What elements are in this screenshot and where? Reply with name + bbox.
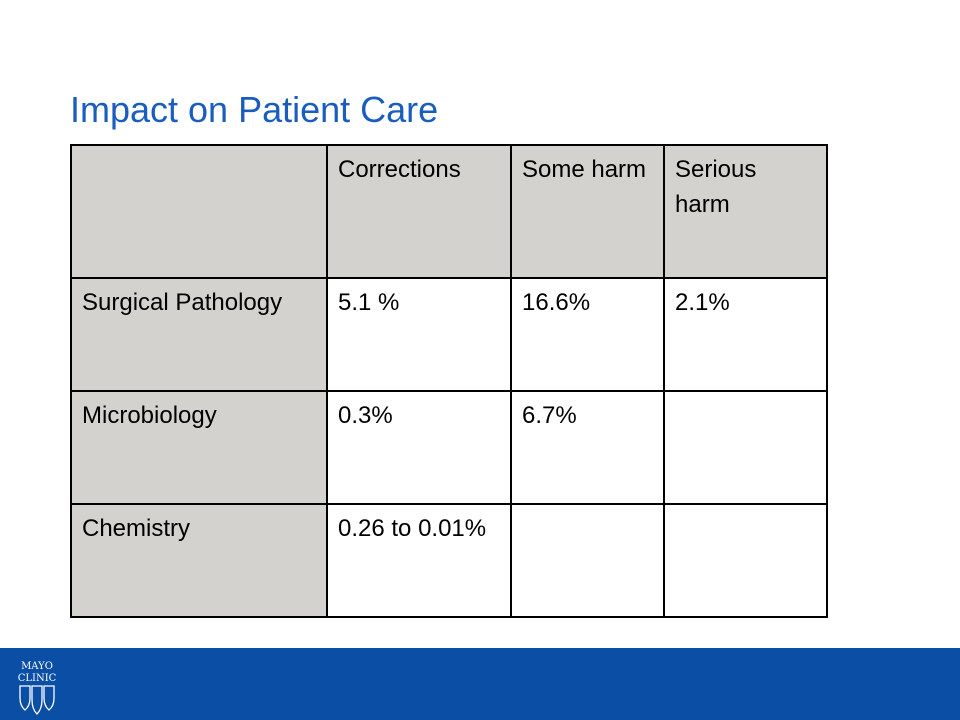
table-row: Microbiology 0.3% 6.7%: [70, 390, 828, 505]
footer-bar: MAYO CLINIC: [0, 648, 960, 720]
table-cell: 0.3%: [326, 390, 512, 505]
table-row: Surgical Pathology 5.1 % 16.6% 2.1%: [70, 277, 828, 392]
table-cell: 2.1%: [663, 277, 828, 392]
row-label-surgical-pathology: Surgical Pathology: [70, 277, 328, 392]
table-cell: 16.6%: [510, 277, 665, 392]
row-label-chemistry: Chemistry: [70, 503, 328, 618]
mayo-clinic-shields-icon: [19, 685, 55, 715]
table-cell: [663, 390, 828, 505]
table-cell: 0.26 to 0.01%: [326, 503, 512, 618]
header-cell-corrections: Corrections: [326, 144, 512, 279]
table-cell: 5.1 %: [326, 277, 512, 392]
table-cell: [510, 503, 665, 618]
row-label-microbiology: Microbiology: [70, 390, 328, 505]
header-cell-serious-harm: Serious harm: [663, 144, 828, 279]
table-row: Chemistry 0.26 to 0.01%: [70, 503, 828, 618]
logo-text-line1: MAYO: [21, 661, 53, 672]
data-table: Corrections Some harm Serious harm Surgi…: [70, 144, 828, 618]
table-header-row: Corrections Some harm Serious harm: [70, 144, 828, 279]
header-cell-corner: [70, 144, 328, 279]
table-cell: [663, 503, 828, 618]
table-cell: 6.7%: [510, 390, 665, 505]
logo-text-line2: CLINIC: [18, 673, 57, 684]
header-cell-some-harm: Some harm: [510, 144, 665, 279]
slide-title: Impact on Patient Care: [70, 89, 439, 130]
mayo-clinic-logo: MAYO CLINIC: [18, 661, 57, 715]
